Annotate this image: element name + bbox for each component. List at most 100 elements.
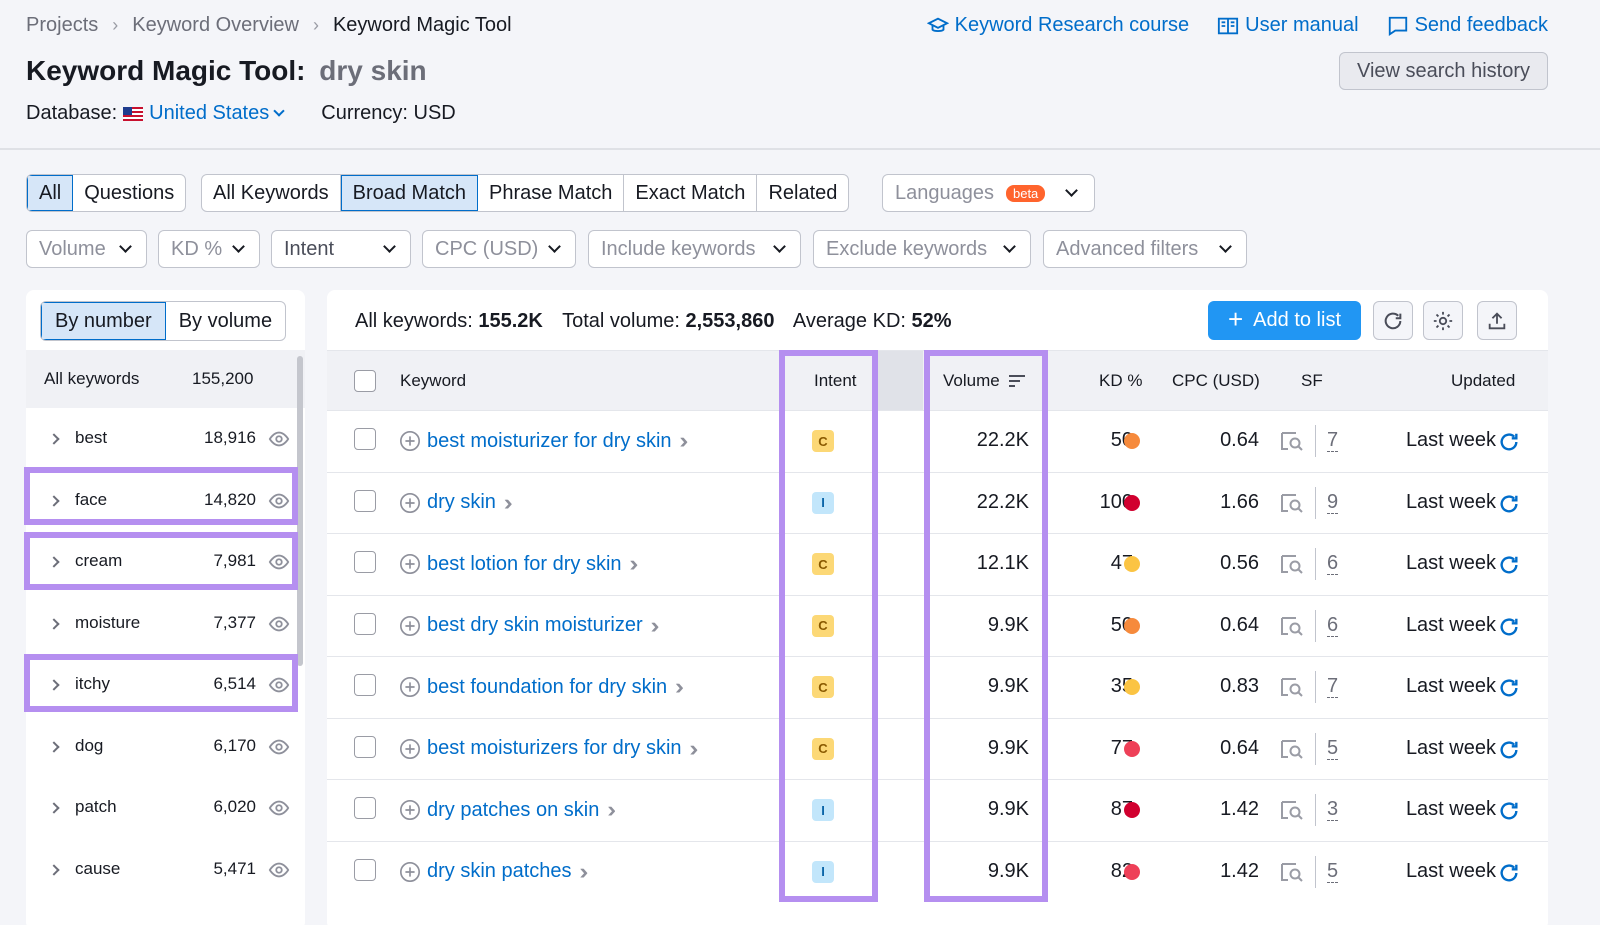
exclude-keywords-filter[interactable]: Exclude keywords <box>813 230 1031 268</box>
send-feedback-link[interactable]: Send feedback <box>1387 14 1548 37</box>
include-keywords-filter[interactable]: Include keywords <box>588 230 801 268</box>
select-all-checkbox[interactable] <box>354 370 376 392</box>
keyword-group-item[interactable]: dog 6,170 <box>26 716 296 778</box>
chevron-right-icon[interactable] <box>48 617 60 630</box>
sf-count-link[interactable]: 7 <box>1327 675 1339 698</box>
chevron-right-icon[interactable] <box>48 433 60 445</box>
languages-dropdown[interactable]: Languages beta <box>882 174 1095 212</box>
row-checkbox[interactable] <box>354 612 376 635</box>
eye-icon[interactable] <box>268 859 290 881</box>
kd-column-header[interactable]: KD % <box>1099 371 1143 390</box>
settings-button[interactable] <box>1423 301 1463 340</box>
double-chevron-icon[interactable]: ›› <box>607 797 615 822</box>
row-checkbox[interactable] <box>354 858 376 881</box>
keyword-group-item[interactable]: moisture 7,377 <box>26 593 296 655</box>
row-checkbox[interactable] <box>354 674 376 696</box>
row-checkbox[interactable] <box>354 797 376 819</box>
chevron-right-icon[interactable] <box>48 494 60 507</box>
serp-features-icon[interactable] <box>1280 553 1304 575</box>
keyword-column-header[interactable]: Keyword <box>400 371 467 390</box>
serp-features-icon[interactable] <box>1280 430 1304 452</box>
refresh-icon[interactable] <box>1498 739 1520 761</box>
refresh-icon[interactable] <box>1498 800 1520 822</box>
keyword-group-item[interactable]: cause 5,471 <box>26 839 296 901</box>
chevron-right-icon[interactable] <box>48 679 60 691</box>
view-search-history-button[interactable]: View search history <box>1339 52 1548 90</box>
eye-icon[interactable] <box>268 613 290 635</box>
sf-count-link[interactable]: 9 <box>1327 490 1339 514</box>
eye-icon[interactable] <box>268 428 290 450</box>
groups-scrollbar[interactable] <box>297 356 303 666</box>
export-button[interactable] <box>1477 301 1517 340</box>
double-chevron-icon[interactable]: ›› <box>689 735 698 761</box>
breadcrumb-keyword-overview[interactable]: Keyword Overview <box>132 14 299 36</box>
keyword-link[interactable]: best moisturizers for dry skin ›› <box>427 735 698 762</box>
add-circle-icon[interactable] <box>399 861 421 883</box>
double-chevron-icon[interactable]: ›› <box>579 858 588 884</box>
intent-column-header[interactable]: Intent <box>814 371 857 390</box>
refresh-icon[interactable] <box>1498 862 1520 884</box>
database-selector[interactable]: United States <box>123 102 285 125</box>
keyword-group-item[interactable]: best 18,916 <box>26 408 296 470</box>
by-volume-button[interactable]: By volume <box>178 309 273 332</box>
chevron-right-icon[interactable] <box>48 740 60 753</box>
keyword-link[interactable]: dry patches on skin ›› <box>427 797 615 823</box>
tab-related[interactable]: Related <box>768 181 838 204</box>
row-checkbox[interactable] <box>354 735 376 758</box>
volume-filter[interactable]: Volume <box>26 230 147 268</box>
eye-icon[interactable] <box>268 674 290 696</box>
add-to-list-button[interactable]: + Add to list <box>1208 301 1361 340</box>
refresh-icon[interactable] <box>1498 554 1520 576</box>
tab-phrase-match[interactable]: Phrase Match <box>478 175 625 211</box>
row-checkbox[interactable] <box>354 489 376 512</box>
keyword-link[interactable]: dry skin ›› <box>427 489 512 516</box>
row-checkbox[interactable] <box>354 551 376 573</box>
eye-icon[interactable] <box>268 551 290 573</box>
sf-count-link[interactable]: 5 <box>1327 859 1339 883</box>
double-chevron-icon[interactable]: ›› <box>675 674 683 699</box>
keyword-link[interactable]: best moisturizer for dry skin ›› <box>427 428 688 454</box>
refresh-icon[interactable] <box>1498 616 1520 638</box>
refresh-icon[interactable] <box>1498 493 1520 515</box>
keyword-group-item[interactable]: itchy 6,514 <box>26 654 296 716</box>
serp-features-icon[interactable] <box>1280 615 1304 637</box>
serp-features-icon[interactable] <box>1280 492 1304 514</box>
keyword-research-course-link[interactable]: Keyword Research course <box>926 14 1189 37</box>
advanced-filters[interactable]: Advanced filters <box>1043 230 1247 268</box>
cpc-filter[interactable]: CPC (USD) <box>422 230 576 268</box>
double-chevron-icon[interactable]: ›› <box>650 612 659 638</box>
keyword-link[interactable]: best lotion for dry skin ›› <box>427 551 638 577</box>
sf-count-link[interactable]: 3 <box>1327 798 1339 821</box>
cpc-column-header[interactable]: CPC (USD) <box>1172 371 1260 390</box>
kd-filter[interactable]: KD % <box>158 230 260 268</box>
add-circle-icon[interactable] <box>399 676 421 698</box>
updated-column-header[interactable]: Updated <box>1451 371 1516 390</box>
serp-features-icon[interactable] <box>1280 799 1304 821</box>
keyword-group-item[interactable]: cream 7,981 <box>26 531 296 593</box>
serp-features-icon[interactable] <box>1280 738 1304 760</box>
refresh-icon[interactable] <box>1498 677 1520 699</box>
add-circle-icon[interactable] <box>399 615 421 637</box>
all-keywords-group[interactable]: All keywords 155,200 <box>26 350 305 408</box>
breadcrumb-projects[interactable]: Projects <box>26 14 99 36</box>
sf-count-link[interactable]: 5 <box>1327 736 1339 760</box>
keyword-group-item[interactable]: patch 6,020 <box>26 777 296 839</box>
add-circle-icon[interactable] <box>399 799 421 821</box>
double-chevron-icon[interactable]: ›› <box>503 489 512 515</box>
chevron-right-icon[interactable] <box>48 556 60 568</box>
tab-broad-match[interactable]: Broad Match <box>340 175 478 211</box>
tab-all-keywords[interactable]: All Keywords <box>202 175 341 211</box>
chevron-right-icon[interactable] <box>48 863 60 876</box>
serp-features-icon[interactable] <box>1280 861 1304 883</box>
add-circle-icon[interactable] <box>399 738 421 760</box>
double-chevron-icon[interactable]: ›› <box>679 428 688 453</box>
row-checkbox[interactable] <box>354 428 376 450</box>
intent-filter[interactable]: Intent <box>271 230 411 268</box>
sf-count-link[interactable]: 6 <box>1327 552 1339 575</box>
volume-column-header[interactable]: Volume <box>943 371 1026 391</box>
eye-icon[interactable] <box>268 736 290 758</box>
tab-exact-match[interactable]: Exact Match <box>624 175 758 211</box>
double-chevron-icon[interactable]: ›› <box>629 551 638 576</box>
add-circle-icon[interactable] <box>399 553 421 575</box>
sf-count-link[interactable]: 7 <box>1327 429 1339 452</box>
